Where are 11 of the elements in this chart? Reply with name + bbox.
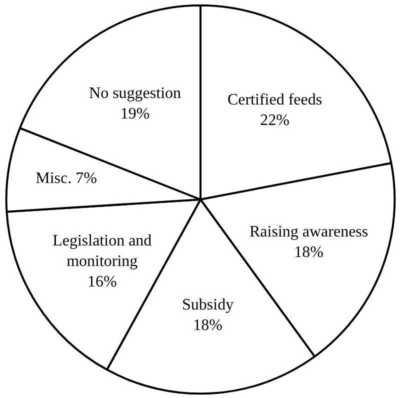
slice-label: Certified feeds (227, 91, 322, 108)
slice-label: Misc. 7% (36, 170, 97, 187)
data-label: 18% (193, 316, 222, 334)
slice-label: Raising awareness (250, 223, 368, 240)
data-label: 18% (294, 244, 324, 261)
slice-label: No suggestion (89, 84, 182, 102)
data-label: 19% (120, 105, 150, 122)
data-label: 16% (87, 274, 117, 291)
slice-label: Legislation and monitoring (52, 232, 152, 270)
slice-label: Subsidy (182, 296, 234, 314)
data-label: 22% (260, 112, 290, 129)
